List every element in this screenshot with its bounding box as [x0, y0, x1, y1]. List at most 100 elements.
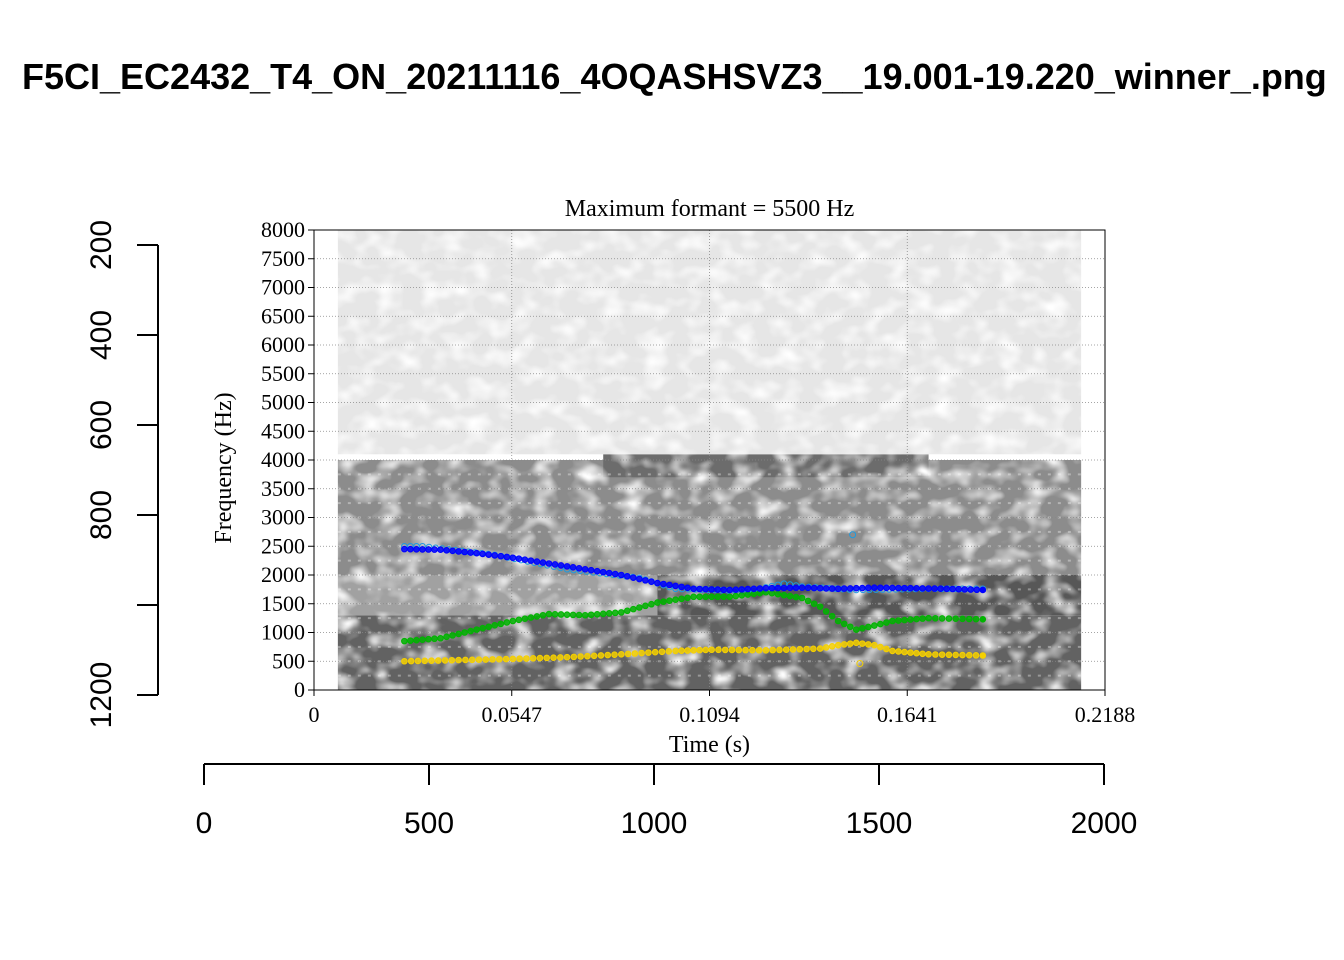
formant-point-f3 [744, 585, 752, 593]
formant-point-f3 [497, 552, 505, 560]
formant-point-f3 [780, 584, 788, 592]
formant-point-f2 [491, 622, 499, 629]
formant-point-f1 [696, 646, 703, 654]
formant-point-f1 [828, 643, 836, 650]
formant-point-f3 [521, 556, 529, 563]
formant-point-f3 [419, 546, 426, 553]
formant-point-f3 [967, 586, 975, 593]
formant-point-f2 [443, 633, 450, 641]
formant-point-f3 [955, 585, 963, 593]
formant-point-f1 [543, 654, 551, 662]
formant-point-f1 [762, 647, 770, 654]
formant-point-f1 [407, 657, 415, 665]
formant-point-f2 [972, 615, 980, 623]
formant-point-f2 [925, 614, 932, 622]
formant-point-f3 [925, 585, 932, 592]
formant-point-f3 [563, 563, 571, 570]
formant-point-f3 [696, 585, 703, 593]
outer-x-tick-label: 0 [196, 807, 213, 840]
formant-point-f3 [533, 558, 541, 565]
formant-point-f2 [648, 600, 655, 608]
formant-point-f2 [599, 610, 607, 618]
formant-point-f3 [931, 585, 938, 592]
formant-point-f1 [590, 652, 598, 660]
formant-point-f3 [437, 546, 444, 554]
formant-point-f1 [638, 649, 645, 657]
formant-point-f3 [666, 581, 673, 589]
formant-point-f1 [755, 646, 763, 654]
formant-point-f3 [840, 585, 848, 592]
outer-y-tick-label: 400 [85, 310, 118, 360]
formant-point-f3 [479, 550, 487, 558]
formant-point-f3 [449, 547, 456, 555]
formant-point-f1 [611, 651, 618, 659]
formant-point-f2 [744, 591, 752, 598]
formant-point-f3 [859, 584, 866, 592]
formant-point-f1 [536, 654, 544, 662]
formant-point-f3 [852, 584, 860, 592]
y-tick-label: 5000 [261, 390, 305, 415]
formant-point-f1 [523, 655, 530, 662]
formant-point-f3 [883, 584, 890, 592]
formant-point-f2 [696, 593, 703, 601]
formant-point-f1 [852, 639, 860, 647]
formant-point-f1 [529, 655, 537, 662]
formant-point-f2 [521, 615, 529, 623]
formant-point-f1 [865, 641, 872, 648]
y-tick-label: 5500 [261, 361, 305, 386]
formant-point-f1 [550, 654, 557, 661]
formant-point-f2 [952, 615, 959, 623]
formant-point-f1 [702, 646, 709, 654]
formant-point-f1 [840, 641, 848, 648]
formant-point-f2 [515, 616, 523, 624]
y-tick-label: 4500 [261, 418, 305, 443]
formant-point-f1 [421, 657, 429, 665]
formant-point-f1 [448, 656, 456, 664]
x-tick-label: 0.0547 [482, 702, 543, 727]
formant-point-f2 [642, 602, 649, 610]
formant-point-f1 [604, 651, 612, 659]
formant-point-f3 [810, 584, 818, 592]
formant-point-f2 [503, 619, 511, 626]
formant-point-f1 [913, 649, 920, 657]
formant-point-f3 [581, 565, 589, 573]
formant-point-f2 [804, 597, 812, 605]
formant-point-f1 [658, 648, 666, 656]
formant-point-f3 [636, 575, 643, 583]
formant-point-f2 [479, 624, 487, 632]
formant-point-f1 [972, 652, 980, 659]
outer-x-tick-label: 2000 [1071, 807, 1138, 840]
y-tick-label: 0 [294, 677, 305, 702]
formant-point-f3 [702, 585, 709, 593]
formant-point-f2 [545, 610, 553, 618]
y-tick-label: 500 [272, 648, 305, 673]
formant-point-f1 [678, 647, 685, 655]
formant-point-f2 [913, 615, 920, 623]
formant-point-f2 [901, 616, 908, 624]
formant-point-f1 [810, 645, 817, 653]
formant-point-f2 [455, 630, 462, 638]
formant-point-f2 [551, 610, 559, 618]
formant-point-f3 [943, 585, 950, 593]
formant-point-f1 [796, 645, 804, 653]
outer-y-axis: 200 400 600 800 1200 [85, 220, 159, 728]
formant-point-f3 [804, 584, 812, 592]
formant-point-f1 [769, 646, 776, 654]
formant-point-f3 [654, 579, 661, 587]
formant-point-f1 [708, 646, 715, 654]
formant-point-f2 [840, 620, 848, 628]
formant-point-f1 [665, 648, 673, 655]
formant-point-f2 [828, 612, 836, 620]
formant-point-f2 [834, 617, 842, 625]
y-tick-label: 8000 [261, 217, 305, 242]
formant-point-f3 [720, 586, 728, 594]
formant-point-f1 [932, 651, 939, 658]
formant-point-f2 [666, 597, 673, 604]
formant-point-f2 [617, 609, 625, 616]
formant-point-f1 [907, 649, 914, 656]
formant-point-f3 [738, 586, 746, 593]
formant-point-f1 [631, 650, 639, 657]
formant-point-f2 [431, 635, 438, 643]
formant-point-f2 [575, 611, 583, 619]
formant-point-f3 [557, 562, 565, 569]
